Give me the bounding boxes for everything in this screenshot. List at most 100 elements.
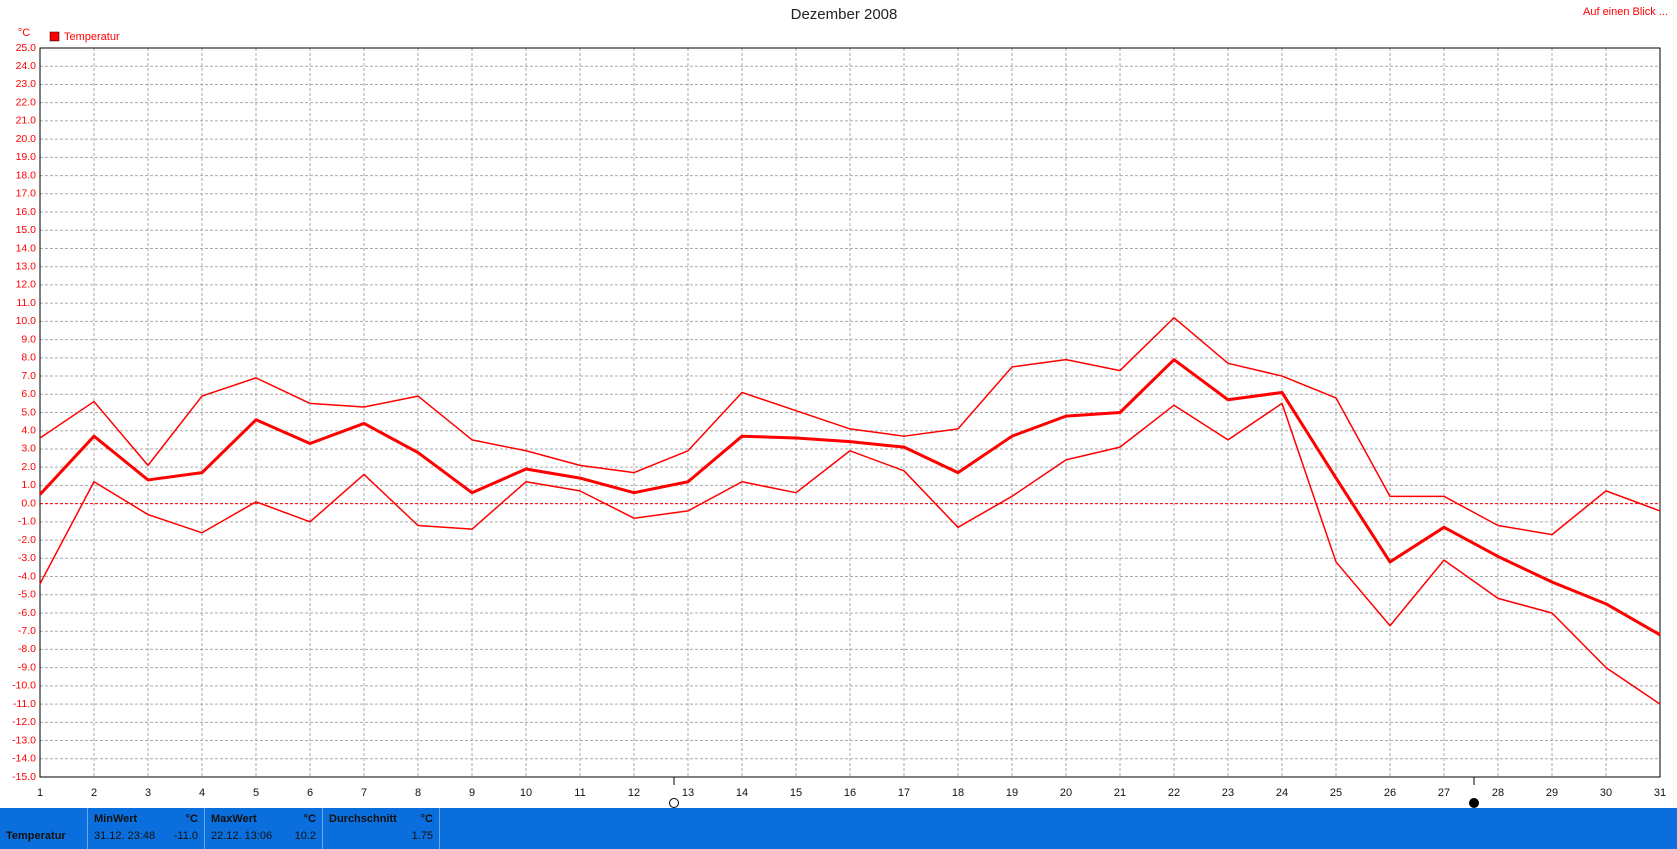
y-tick-label: 0.0	[21, 497, 36, 509]
y-tick-label: 11.0	[16, 297, 36, 309]
y-tick-label: 18.0	[16, 169, 37, 181]
summary-value: 10.2	[294, 830, 316, 842]
y-tick-label: 4.0	[21, 425, 36, 437]
summary-cell: MinWert °C 31.12. 23:48 -11.0	[88, 808, 205, 849]
y-tick-label: -15.0	[12, 771, 36, 783]
temperature-line	[38, 358, 1661, 637]
x-tick-label: 11	[574, 787, 585, 799]
summary-cell: MaxWert °C 22.12. 13:06 10.2	[205, 808, 323, 849]
x-tick-label: 28	[1492, 787, 1504, 799]
y-tick-label: 22.0	[16, 96, 37, 108]
summary-title: MaxWert	[211, 813, 257, 825]
x-tick-label: 19	[1006, 787, 1018, 799]
y-tick-label: -2.0	[18, 534, 36, 546]
y-tick-label: 17.0	[16, 188, 37, 200]
y-unit: °C	[18, 27, 30, 39]
summary-title: Durchschnitt	[329, 813, 397, 825]
y-tick-label: -6.0	[18, 607, 36, 619]
summary-row-label-cell: Temperatur	[0, 808, 88, 849]
x-tick-label: 30	[1600, 787, 1612, 799]
y-tick-label: -9.0	[18, 661, 36, 673]
plot-border	[39, 47, 1661, 778]
chart: Dezember 2008 Auf einen Blick ... °C Tem…	[12, 6, 1668, 808]
summary-time: 22.12. 13:06	[211, 830, 273, 842]
temperature-line	[39, 402, 1661, 705]
x-tick-label: 20	[1060, 787, 1072, 799]
x-tick-label: 16	[844, 787, 856, 799]
x-tick-label: 31	[1654, 787, 1666, 799]
x-tick-label: 5	[253, 787, 259, 799]
y-tick-label: 7.0	[21, 370, 36, 382]
legend-label: Temperatur	[64, 31, 120, 43]
y-tick-label: 24.0	[16, 60, 37, 72]
y-tick-label: -11.0	[13, 698, 36, 710]
x-tick-label: 8	[415, 787, 421, 799]
temperature-line	[39, 316, 1661, 536]
y-tick-label: 3.0	[21, 443, 36, 455]
y-tick-label: 25.0	[16, 42, 37, 54]
y-tick-label: 1.0	[21, 479, 36, 491]
summary-cell: Durchschnitt °C 1.75	[323, 808, 440, 849]
summary-value: -11.0	[173, 830, 198, 842]
summary-unit: °C	[185, 813, 198, 825]
y-tick-label: 21.0	[16, 115, 37, 127]
x-tick-label: 3	[145, 787, 151, 799]
moon-icon	[1469, 798, 1479, 808]
summary-unit: °C	[303, 813, 316, 825]
overview-link[interactable]: Auf einen Blick ...	[1583, 6, 1668, 18]
y-tick-label: 16.0	[16, 206, 37, 218]
y-tick-label: -8.0	[18, 643, 36, 655]
y-tick-label: -13.0	[12, 734, 36, 746]
summary-row-label: Temperatur	[6, 830, 66, 842]
legend-swatch	[49, 31, 60, 42]
y-tick-label: 9.0	[21, 333, 36, 345]
x-tick-label: 2	[91, 787, 97, 799]
summary-value: 1.75	[411, 830, 433, 842]
y-tick-label: 12.0	[16, 279, 37, 291]
y-tick-label: -7.0	[18, 625, 36, 637]
x-tick-label: 27	[1438, 787, 1450, 799]
y-tick-label: 20.0	[16, 133, 37, 145]
x-tick-label: 12	[628, 787, 640, 799]
x-tick-label: 29	[1546, 787, 1558, 799]
x-tick-label: 26	[1384, 787, 1396, 799]
y-tick-label: 19.0	[16, 151, 37, 163]
x-tick-label: 7	[361, 787, 367, 799]
x-tick-label: 21	[1114, 787, 1126, 799]
summary-bar: Temperatur MinWert °C 31.12. 23:48 -11.0 Max…	[0, 808, 1677, 849]
y-tick-label: -3.0	[18, 552, 36, 564]
x-tick-label: 24	[1276, 787, 1288, 799]
y-tick-label: 15.0	[16, 224, 37, 236]
y-tick-label: 10.0	[16, 315, 37, 327]
summary-unit: °C	[420, 813, 433, 825]
moon-icon	[669, 798, 679, 808]
x-tick-label: 1	[37, 787, 43, 799]
y-tick-label: -14.0	[12, 753, 36, 765]
summary-title: MinWert	[94, 813, 138, 825]
x-tick-label: 14	[736, 787, 748, 799]
x-tick-label: 18	[952, 787, 964, 799]
y-tick-label: -12.0	[12, 716, 36, 728]
y-tick-label: 2.0	[21, 461, 36, 473]
x-tick-label: 10	[520, 787, 532, 799]
y-tick-label: -5.0	[18, 589, 36, 601]
y-tick-label: 14.0	[16, 242, 37, 254]
y-tick-label: 6.0	[21, 388, 36, 400]
y-tick-label: 5.0	[21, 406, 36, 418]
x-tick-label: 25	[1330, 787, 1342, 799]
summary-time: 31.12. 23:48	[94, 830, 156, 842]
x-tick-label: 23	[1222, 787, 1234, 799]
y-tick-label: 13.0	[16, 260, 37, 272]
x-tick-label: 6	[307, 787, 313, 799]
x-tick-label: 15	[790, 787, 802, 799]
x-tick-label: 4	[199, 787, 205, 799]
chart-title: Dezember 2008	[791, 6, 898, 23]
x-tick-label: 9	[469, 787, 475, 799]
x-tick-label: 17	[898, 787, 910, 799]
y-tick-label: 23.0	[16, 78, 37, 90]
y-tick-label: -10.0	[12, 680, 36, 692]
y-tick-label: -4.0	[18, 570, 36, 582]
y-tick-label: -1.0	[18, 516, 36, 528]
y-tick-label: 8.0	[21, 352, 36, 364]
